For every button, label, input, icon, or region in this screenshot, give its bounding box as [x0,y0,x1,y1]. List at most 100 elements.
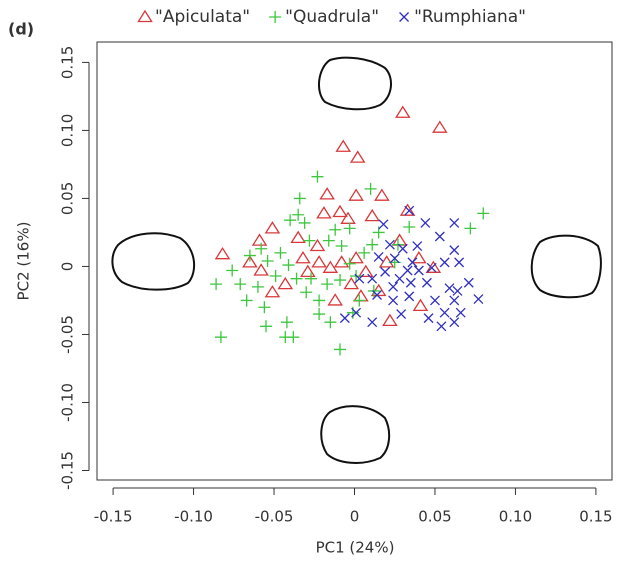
point [274,246,287,259]
point [455,307,466,318]
point [378,219,389,230]
point [343,276,360,290]
y-tick-label: 0 [59,262,77,272]
point [348,251,364,264]
point [477,207,490,220]
point [329,223,342,236]
y-tick-label: 0.15 [59,46,77,79]
point [253,263,269,276]
point [322,260,339,273]
point [425,260,442,273]
point [394,273,405,284]
point [366,238,379,251]
point [426,262,437,273]
point [334,343,347,356]
shape-bottom [320,405,391,464]
point [354,273,365,284]
point [382,313,398,327]
point [343,257,356,270]
point [349,150,366,163]
point [334,274,347,287]
shape-top [318,56,392,111]
point [444,283,455,294]
point [340,211,356,224]
point [269,269,282,282]
point [436,321,447,332]
point [251,280,264,293]
point [357,264,374,278]
point [384,239,395,250]
point [292,208,305,221]
point [388,281,399,292]
point [339,313,350,324]
point [399,203,416,216]
point [367,317,378,328]
point [396,309,407,320]
point [402,265,413,276]
x-tick-label: -0.10 [174,508,213,526]
y-tick-label: -0.05 [59,315,77,354]
point [412,298,429,312]
point [287,331,300,344]
point [353,289,369,302]
shape-left [111,232,196,291]
point [348,188,364,201]
point [321,278,334,291]
point [413,265,424,276]
point [251,233,268,246]
point [421,277,432,288]
point [290,230,306,244]
point [210,278,223,291]
point [395,105,411,118]
point [423,313,434,324]
point [277,276,294,290]
point [319,187,335,200]
point [372,290,382,300]
x-tick-label: 0.10 [499,508,532,526]
shape-right [530,234,602,299]
point [226,264,239,277]
point [449,245,460,256]
point [367,273,378,284]
point [407,257,418,268]
point [404,205,415,216]
point [234,278,247,291]
point [322,234,335,247]
point [351,307,362,318]
point [242,255,258,268]
x-tick-label: -0.15 [94,508,133,526]
point [264,221,281,234]
point [439,307,450,318]
point [303,234,316,247]
shape-outlines [111,56,602,464]
point [370,283,387,297]
point [405,277,416,288]
point [380,266,391,277]
legend-marker [269,11,282,23]
point [473,294,484,305]
x-tick-label: -0.05 [255,508,294,526]
point [243,249,256,262]
point [335,139,352,152]
point [404,291,415,302]
point [397,243,408,254]
point [374,188,390,201]
point [293,192,306,205]
legend-marker [399,12,410,22]
point [298,216,311,229]
point [309,238,326,252]
point [284,214,297,227]
point [449,295,460,306]
point [316,206,332,219]
point [449,217,460,228]
point [214,331,227,344]
point [343,222,356,235]
point [346,306,359,319]
y-axis-label: PC2 (16%) [15,222,33,301]
point [332,204,348,218]
point [264,285,281,298]
point [335,240,348,253]
point [463,277,474,288]
chart-title: (d) [8,20,34,39]
point [290,272,303,285]
